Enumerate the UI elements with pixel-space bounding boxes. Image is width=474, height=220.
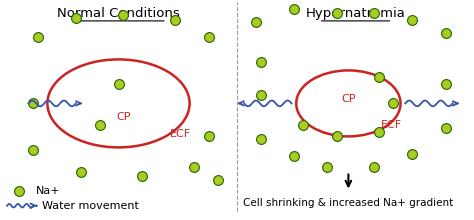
Point [290,154,298,158]
Point [409,152,416,156]
Point [29,148,37,151]
Text: ECF: ECF [170,129,191,139]
Point [375,75,383,79]
Point [252,20,260,24]
Text: Na+: Na+ [36,186,60,196]
Point [29,102,37,105]
Point [96,124,103,127]
Point [205,36,212,39]
Point [371,165,378,169]
Point [333,135,340,138]
Point [442,31,449,35]
Text: Cell shrinking & increased Na+ gradient: Cell shrinking & increased Na+ gradient [243,198,454,208]
Point [371,11,378,15]
Point [115,82,122,85]
Point [409,18,416,22]
Point [15,190,23,193]
Point [77,170,84,173]
Point [257,93,264,96]
Point [300,124,307,127]
Point [442,126,449,129]
Text: ECF: ECF [381,120,401,130]
Point [119,14,127,17]
Point [191,165,198,169]
Text: CP: CP [341,94,356,104]
Point [442,82,449,85]
Point [333,11,340,15]
Point [390,102,397,105]
Point [172,18,179,22]
Text: Normal Conditions: Normal Conditions [57,7,180,20]
Text: CP: CP [116,112,130,122]
Point [205,135,212,138]
Point [214,179,222,182]
Point [290,7,298,11]
Point [257,137,264,140]
Point [138,174,146,178]
Point [257,60,264,63]
Point [72,16,80,19]
Point [375,130,383,134]
Point [323,165,331,169]
Point [34,36,42,39]
Text: Hypernatremia: Hypernatremia [306,7,405,20]
Text: Water movement: Water movement [42,201,138,211]
